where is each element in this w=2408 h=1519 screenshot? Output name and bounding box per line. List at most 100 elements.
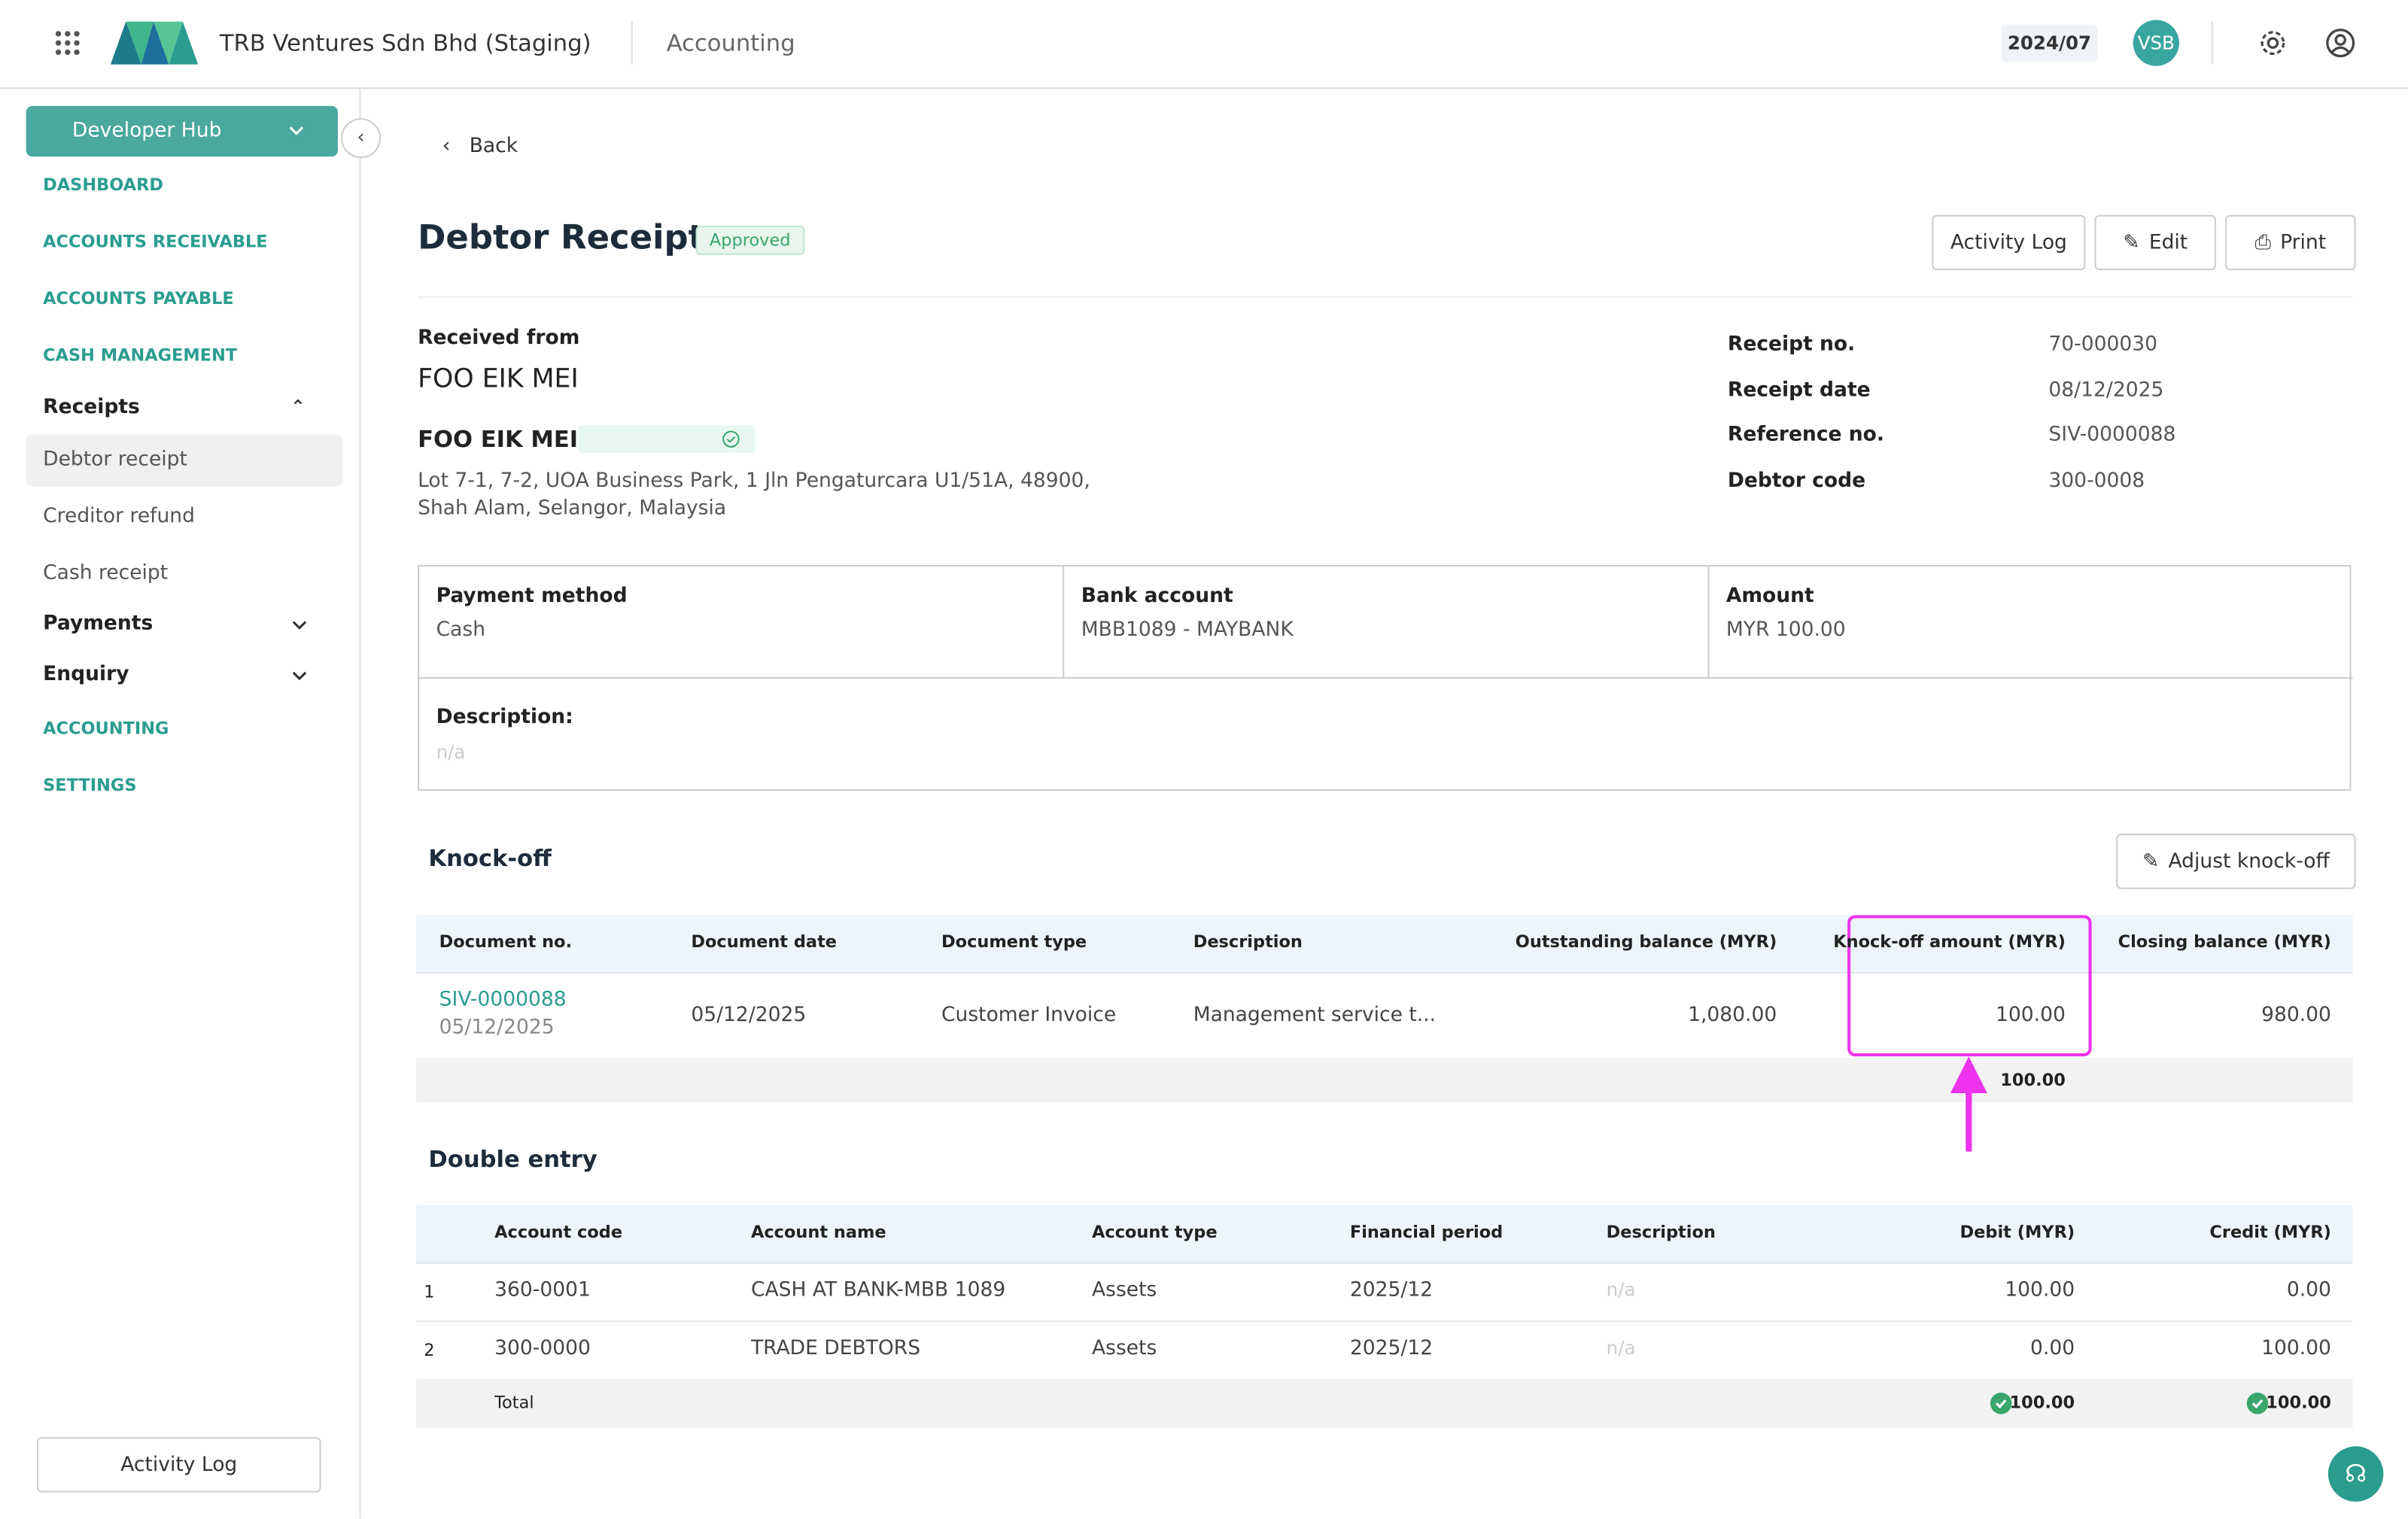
table-cell: 0.00 xyxy=(2030,1337,2075,1361)
company-name[interactable]: TRB Ventures Sdn Bhd (Staging) xyxy=(219,29,591,57)
received-from: FOO EIK MEI xyxy=(418,363,579,395)
received-from-label: Received from xyxy=(418,327,580,351)
table-cell: 360-0001 xyxy=(494,1278,591,1302)
collapse-button[interactable]: ‹ xyxy=(341,118,382,159)
field-label: Amount xyxy=(1725,585,1814,609)
section-title: Knock-off xyxy=(428,844,552,873)
adjust-knockoff-button[interactable]: ✎ Adjust knock-off xyxy=(2116,834,2356,889)
table-cell: 100.00 xyxy=(2261,1337,2331,1361)
nav-item[interactable]: CASH MANAGEMENT xyxy=(43,345,238,366)
button-label[interactable]: Edit xyxy=(2148,231,2188,254)
column-header: Outstanding balance (MYR) xyxy=(1515,931,1777,952)
column-header: Credit (MYR) xyxy=(2209,1222,2331,1243)
meta-value: 70-000030 xyxy=(2048,333,2158,357)
table-cell: 0.00 xyxy=(2286,1278,2331,1302)
field-label: Payment method xyxy=(436,585,628,609)
nav-group[interactable]: Receipts xyxy=(43,396,140,420)
field-label: Bank account xyxy=(1081,585,1233,609)
column-header: Account name xyxy=(750,1222,886,1243)
field-value: MYR 100.00 xyxy=(1725,618,1846,643)
avatar[interactable]: VSB xyxy=(2133,20,2179,66)
meta-label: Receipt date xyxy=(1727,378,1871,402)
table-cell: n/a xyxy=(1606,1337,1636,1360)
sidebar-border xyxy=(359,89,361,1519)
status-badge: Approved xyxy=(695,225,804,255)
total-row xyxy=(416,1058,2353,1103)
nav-group[interactable]: Enquiry xyxy=(43,663,129,687)
nav-item[interactable]: DASHBOARD xyxy=(43,175,163,196)
meta-label: Reference no. xyxy=(1727,424,1884,447)
total-value: 100.00 xyxy=(2009,1393,2075,1413)
meta-value: SIV-0000088 xyxy=(2048,424,2176,447)
check-icon xyxy=(2246,1393,2269,1414)
back-link[interactable]: ‹ Back xyxy=(442,135,518,159)
table-cell: Customer Invoice xyxy=(941,1004,1117,1028)
section-title: Double entry xyxy=(428,1145,597,1174)
back-text[interactable]: Back xyxy=(469,135,518,159)
hub-selector[interactable]: Developer Hub xyxy=(26,105,338,157)
period[interactable]: 2024/07 xyxy=(2001,24,2098,62)
table-cell: 2 xyxy=(424,1340,435,1361)
customer-name: FOO EIK MEI xyxy=(418,425,579,454)
apps-icon[interactable] xyxy=(53,29,81,57)
settings-icon[interactable] xyxy=(2258,28,2288,59)
check-icon xyxy=(722,430,740,448)
nav-subitem[interactable]: Creditor refund xyxy=(43,505,195,529)
button-label[interactable]: Adjust knock-off xyxy=(2168,849,2330,873)
table-cell: 300-0000 xyxy=(494,1337,591,1361)
verified-badge xyxy=(577,425,756,454)
field-value: MBB1089 - MAYBANK xyxy=(1081,618,1294,643)
meta-value: 08/12/2025 xyxy=(2048,378,2164,402)
edit-button[interactable]: ✎ Edit xyxy=(2094,214,2216,271)
meta-label: Receipt no. xyxy=(1727,333,1856,357)
table-cell: CASH AT BANK-MBB 1089 xyxy=(750,1278,1006,1302)
help-button[interactable]: ☊ xyxy=(2327,1446,2384,1502)
divider xyxy=(2211,21,2213,65)
activity-log-button[interactable]: Activity Log xyxy=(36,1437,321,1493)
row-divider xyxy=(416,1320,2353,1323)
expand-icon: ⌃ xyxy=(290,396,306,418)
table-cell: n/a xyxy=(1606,1278,1636,1301)
column-header: Financial period xyxy=(1349,1222,1503,1243)
column-header: Description xyxy=(1193,931,1303,952)
nav-subitem[interactable]: Cash receipt xyxy=(43,561,169,585)
nav-item[interactable]: SETTINGS xyxy=(43,775,137,796)
divider xyxy=(418,296,2353,298)
user-icon[interactable] xyxy=(2325,28,2356,59)
description-label: Description: xyxy=(436,706,573,730)
nav-item[interactable]: ACCOUNTS PAYABLE xyxy=(43,288,234,309)
column-header: Knock-off amount (MYR) xyxy=(1833,931,2066,952)
highlight-box xyxy=(1847,915,2092,1057)
divider xyxy=(631,21,633,65)
nav-item[interactable]: ACCOUNTS RECEIVABLE xyxy=(43,232,268,252)
table-cell: Assets xyxy=(1092,1278,1157,1302)
column-header: Document date xyxy=(691,931,838,952)
document-link[interactable]: SIV-0000088 xyxy=(439,989,567,1012)
chevron-icon xyxy=(292,621,307,630)
total-value: 100.00 xyxy=(2266,1393,2331,1413)
button-label[interactable]: Print xyxy=(2280,231,2327,254)
nav-subitem[interactable]: Debtor receipt xyxy=(43,448,187,472)
module-name: Accounting xyxy=(666,29,795,57)
address-line: Lot 7-1, 7-2, UOA Business Park, 1 Jln P… xyxy=(418,469,1090,494)
table-cell: 100.00 xyxy=(1996,1004,2066,1028)
top-bar xyxy=(0,0,2408,90)
table-cell: 1,080.00 xyxy=(1688,1004,1777,1028)
column-header: Description xyxy=(1606,1222,1716,1243)
table-cell: 980.00 xyxy=(2261,1004,2331,1028)
column-header: Account type xyxy=(1092,1222,1218,1243)
divider xyxy=(1063,565,1065,677)
active-highlight xyxy=(26,434,343,487)
print-button[interactable]: ⎙ Print xyxy=(2225,214,2356,271)
address-line: Shah Alam, Selangor, Malaysia xyxy=(418,497,727,521)
check-icon xyxy=(1990,1393,2012,1414)
table-cell: 2025/12 xyxy=(1349,1337,1434,1361)
activity-log-button[interactable]: Activity Log xyxy=(1932,214,2086,271)
column-header: Document type xyxy=(941,931,1087,952)
nav-group[interactable]: Payments xyxy=(43,612,154,636)
nav-item[interactable]: ACCOUNTING xyxy=(43,718,169,739)
divider xyxy=(418,676,2353,679)
table-header xyxy=(416,915,2353,974)
